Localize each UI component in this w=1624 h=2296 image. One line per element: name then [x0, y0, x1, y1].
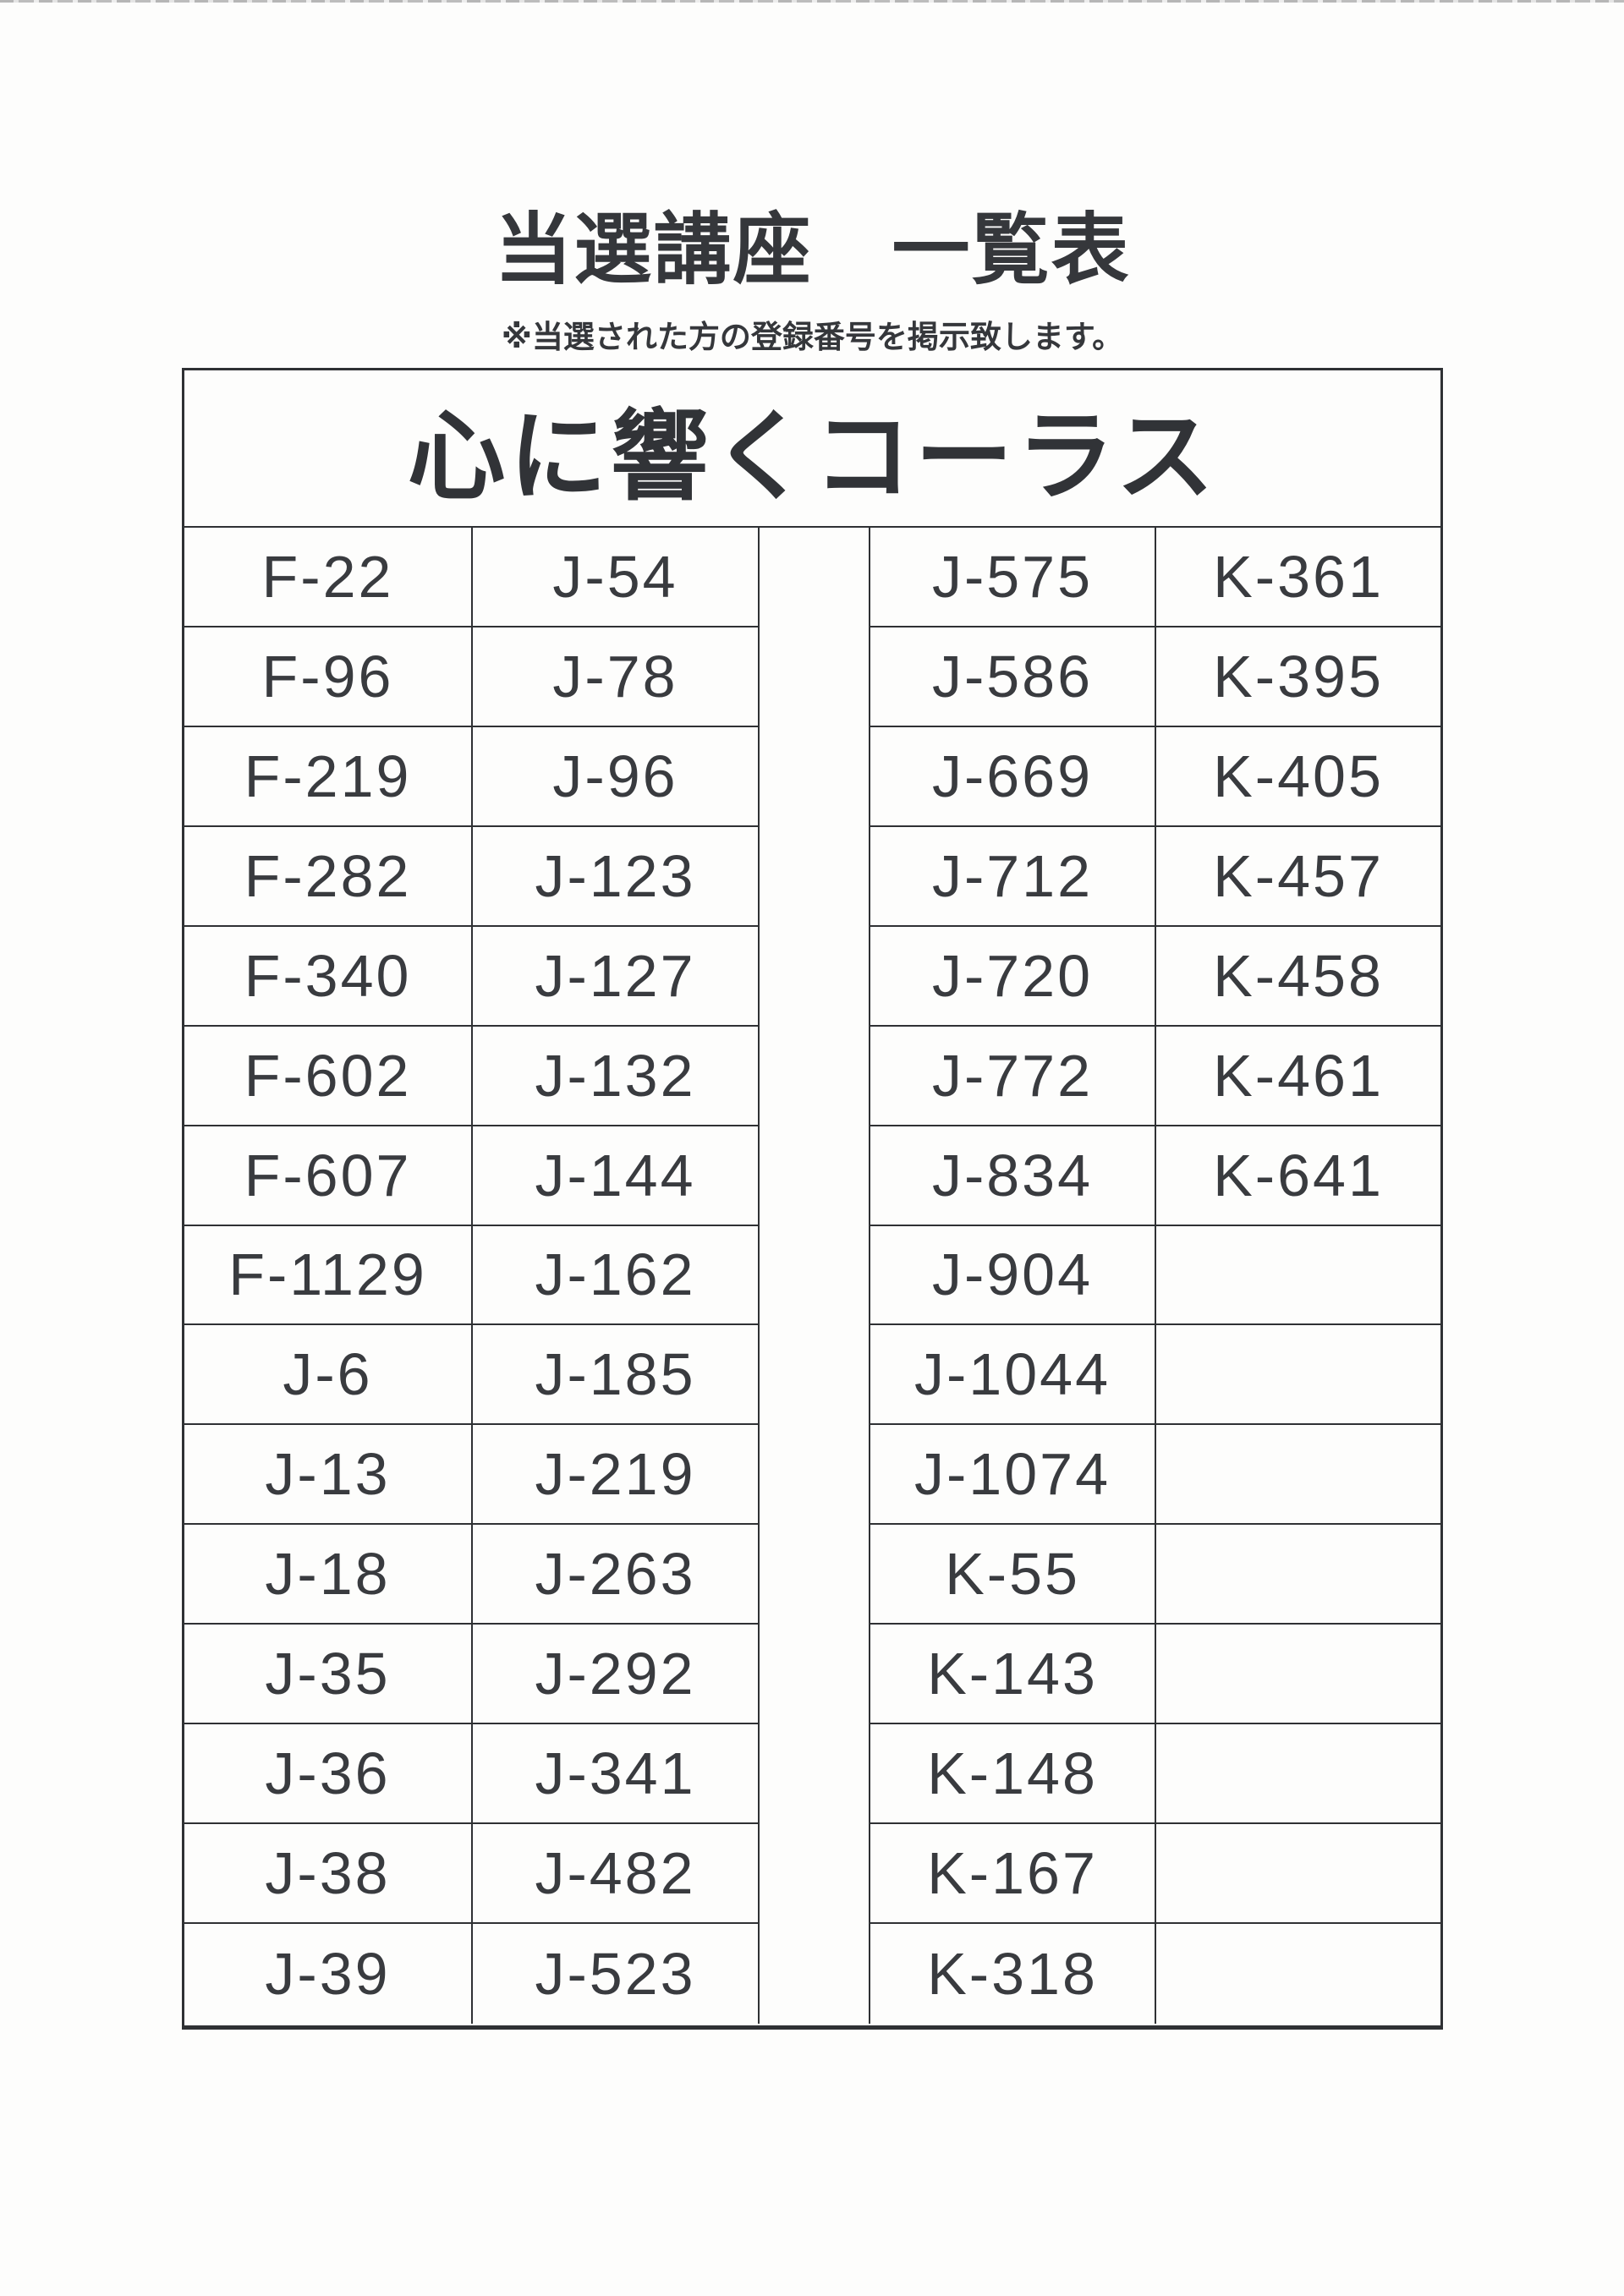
table-cell: J-341 — [473, 1724, 760, 1825]
table-cell: J-132 — [473, 1026, 760, 1126]
page-subtitle: ※当選された方の登録番号を掲示致します。 — [501, 320, 1124, 354]
table-cell: F-219 — [184, 726, 473, 827]
table-cell: K-461 — [1156, 1027, 1440, 1126]
table-cell: J-720 — [870, 926, 1156, 1027]
table-cell: K-167 — [870, 1824, 1156, 1925]
table-body: F-22 J-54 J-575 K-361 F-96 J-78 J-586 K-395 F-21… — [184, 528, 1440, 2024]
table-cell: F-602 — [184, 1026, 473, 1126]
table-cell: K-143 — [870, 1625, 1156, 1725]
table-cell: J-586 — [870, 627, 1156, 727]
table-cell: J-6 — [184, 1325, 473, 1426]
table-cell: J-13 — [184, 1425, 473, 1526]
table-cell: J-772 — [870, 1026, 1156, 1126]
table-cell: J-123 — [473, 826, 760, 927]
table-cell: J-36 — [184, 1724, 473, 1825]
table-cell: K-148 — [870, 1724, 1156, 1825]
table-cell: F-607 — [184, 1126, 473, 1226]
table-cell: J-127 — [473, 926, 760, 1027]
table-cell — [1156, 1824, 1440, 1925]
table-header-course-name: 心に響くコーラス — [184, 370, 1440, 528]
table-cell: J-38 — [184, 1824, 473, 1925]
table-cell: K-405 — [1156, 727, 1440, 827]
table-cell: J-39 — [184, 1924, 473, 2024]
page-title: 当選講座 一覧表 — [494, 207, 1131, 293]
table-cell: F-96 — [184, 627, 473, 727]
table-cell: F-282 — [184, 826, 473, 927]
table-cell — [1156, 1325, 1440, 1426]
table-cell: K-55 — [870, 1525, 1156, 1625]
table-cell: J-263 — [473, 1525, 760, 1625]
table-cell — [1156, 1226, 1440, 1326]
winning-numbers-table: 心に響くコーラス F-22 J-54 J-575 K-361 F-96 J-78 J-586… — [182, 368, 1443, 2030]
table-cell: J-162 — [473, 1225, 760, 1326]
table-cell — [1156, 1425, 1440, 1526]
table-cell: J-219 — [473, 1425, 760, 1526]
spacer-column — [760, 528, 870, 2024]
table-cell: K-457 — [1156, 827, 1440, 927]
table-cell: K-318 — [870, 1924, 1156, 2024]
table-cell — [1156, 1525, 1440, 1625]
scan-top-edge-artifact — [0, 0, 1624, 3]
table-cell: J-834 — [870, 1126, 1156, 1226]
table-cell: J-482 — [473, 1824, 760, 1925]
table-cell — [1156, 1924, 1440, 2024]
table-cell: K-361 — [1156, 528, 1440, 627]
table-cell: J-712 — [870, 826, 1156, 927]
table-cell: J-35 — [184, 1625, 473, 1725]
table-cell: J-185 — [473, 1325, 760, 1426]
table-cell: J-54 — [473, 528, 760, 627]
table-cell — [1156, 1724, 1440, 1825]
table-cell — [1156, 1625, 1440, 1725]
table-cell: J-18 — [184, 1525, 473, 1625]
table-cell: F-1129 — [184, 1225, 473, 1326]
table-cell: K-458 — [1156, 927, 1440, 1027]
table-cell: F-340 — [184, 926, 473, 1027]
table-cell: J-575 — [870, 528, 1156, 627]
table-cell: J-1044 — [870, 1325, 1156, 1426]
table-cell: F-22 — [184, 528, 473, 627]
table-cell: J-523 — [473, 1924, 760, 2024]
table-cell: J-904 — [870, 1225, 1156, 1326]
table-cell: K-641 — [1156, 1126, 1440, 1226]
table-cell: J-78 — [473, 627, 760, 727]
table-cell: J-669 — [870, 726, 1156, 827]
table-cell: J-292 — [473, 1625, 760, 1725]
table-cell: J-1074 — [870, 1425, 1156, 1526]
table-cell: K-395 — [1156, 627, 1440, 727]
table-cell: J-144 — [473, 1126, 760, 1226]
table-cell: J-96 — [473, 726, 760, 827]
